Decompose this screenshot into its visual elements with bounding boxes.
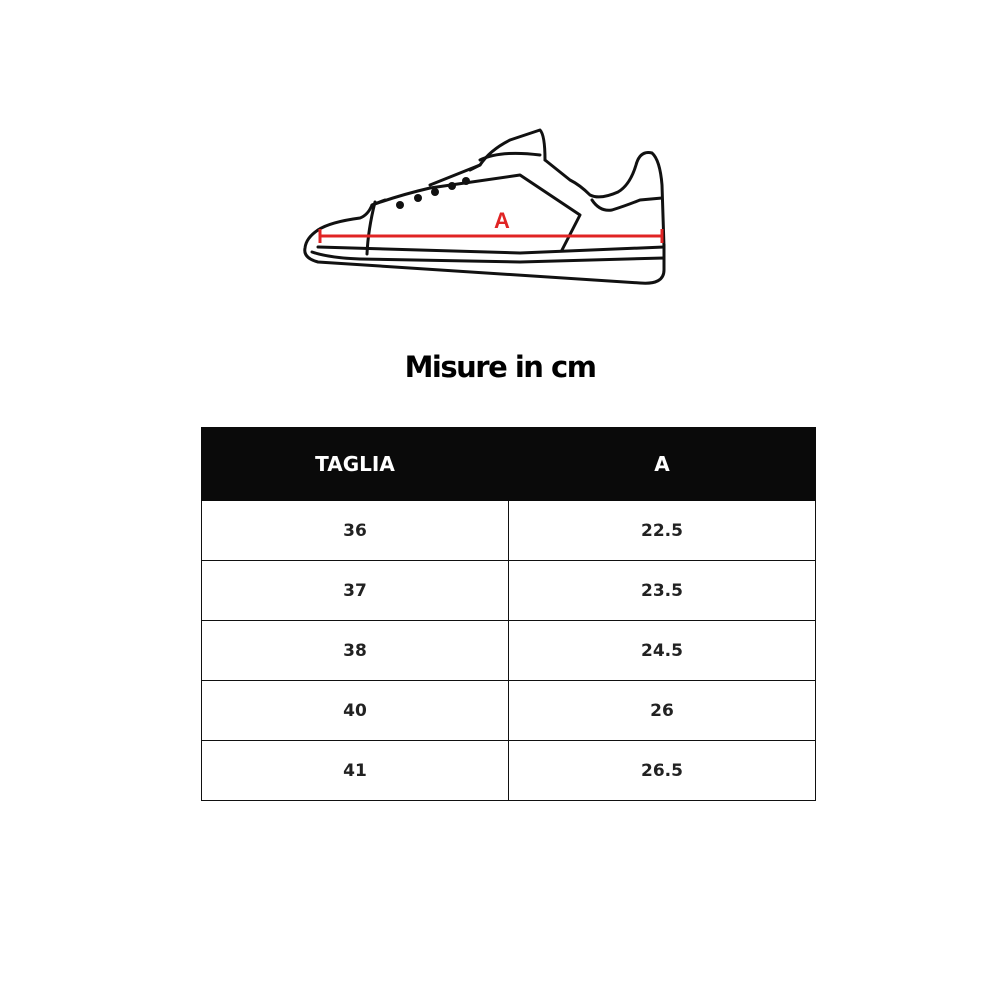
cell-size: 40 <box>201 680 509 741</box>
cell-length: 22.5 <box>508 500 816 561</box>
cell-size: 37 <box>201 560 509 621</box>
table-row: 40 26 <box>201 680 816 741</box>
cell-length: 26 <box>508 680 816 741</box>
cell-length: 23.5 <box>508 560 816 621</box>
table-row: 36 22.5 <box>201 500 816 561</box>
table-row: 37 23.5 <box>201 560 816 621</box>
page-title: Misure in cm <box>404 350 597 384</box>
cell-size: 41 <box>201 740 509 801</box>
table-header-row: TAGLIA A <box>201 427 816 501</box>
cell-length: 24.5 <box>508 620 816 681</box>
cell-size: 36 <box>201 500 509 561</box>
measure-label-a: A <box>494 208 510 233</box>
cell-size: 38 <box>201 620 509 681</box>
header-a: A <box>508 427 816 501</box>
table-row: 41 26.5 <box>201 740 816 801</box>
size-table: TAGLIA A 36 22.5 37 23.5 38 24.5 40 26 4… <box>201 427 816 801</box>
measure-line-a <box>318 229 664 243</box>
shoe-illustration: A <box>303 128 666 285</box>
table-row: 38 24.5 <box>201 620 816 681</box>
lace-eyelets <box>396 177 470 209</box>
cell-length: 26.5 <box>508 740 816 801</box>
header-taglia: TAGLIA <box>201 427 509 501</box>
